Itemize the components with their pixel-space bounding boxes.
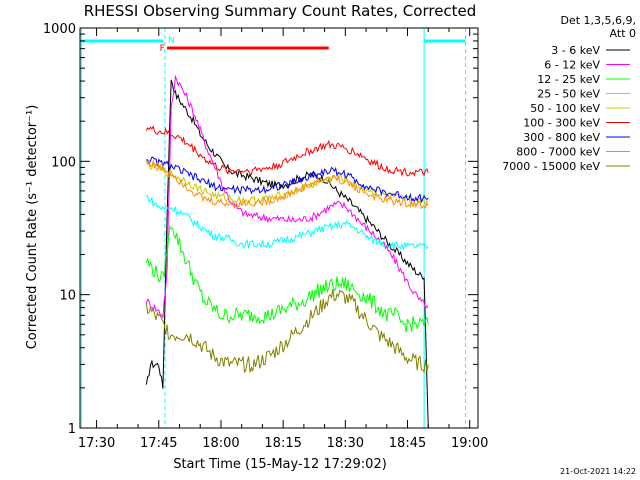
legend-label-0: 3 - 6 keV: [551, 44, 600, 57]
y-tick-label-3: 1000: [43, 22, 76, 37]
x-tick-label-6: 19:00: [451, 436, 488, 451]
series-line-1: [145, 74, 429, 319]
x-tick-label-1: 17:45: [140, 436, 177, 451]
series-line-6: [146, 156, 429, 204]
legend-label-8: 7000 - 15000 keV: [502, 160, 600, 173]
legend-label-2: 12 - 25 keV: [537, 73, 600, 86]
x-tick-label-4: 18:30: [327, 436, 364, 451]
series-line-5: [145, 125, 429, 177]
x-tick-label-3: 18:15: [264, 436, 301, 451]
flag-label-n: N: [168, 36, 175, 46]
x-tick-label-2: 18:00: [202, 436, 239, 451]
x-axis-label: Start Time (15-May-12 17:29:02): [173, 457, 387, 472]
series-group: [145, 74, 429, 429]
legend-label-6: 300 - 800 keV: [523, 131, 600, 144]
plot-area: [80, 28, 478, 428]
legend-label-5: 100 - 300 keV: [523, 117, 600, 130]
chart-title: RHESSI Observing Summary Count Rates, Co…: [84, 2, 477, 20]
legend-label-1: 6 - 12 keV: [544, 59, 600, 72]
x-tick-label-0: 17:30: [78, 436, 115, 451]
legend-label-7: 800 - 7000 keV: [516, 146, 600, 159]
axes: 1 10 100 1000 17:30 17:45 18:00 18:15 18:30 18:45…: [43, 22, 489, 451]
series-line-3: [146, 194, 429, 251]
x-tick-label-5: 18:45: [389, 436, 426, 451]
y-tick-label-2: 100: [51, 155, 76, 170]
legend-header-0: Det 1,3,5,6,9,: [560, 14, 636, 27]
y-tick-label-1: 10: [59, 289, 76, 304]
footer-date: 21-Oct-2021 14:22: [560, 467, 636, 476]
series-line-8: [145, 289, 429, 374]
y-axis-label: Corrected Count Rate (s⁻¹ detector⁻¹): [25, 105, 40, 350]
plot-frame: [79, 27, 479, 429]
series-line-7: [145, 159, 429, 210]
legend-label-3: 25 - 50 keV: [537, 88, 600, 101]
vertical-markers: [80, 28, 467, 428]
legend: Det 1,3,5,6,9,Att 0 3 - 6 keV 6 - 12 keV12…: [502, 14, 636, 173]
plot-background: [80, 28, 478, 428]
y-tick-label-0: 1: [68, 422, 76, 437]
flag-label-f: F: [160, 44, 165, 54]
series-line-0: [145, 79, 429, 429]
legend-label-4: 50 - 100 keV: [530, 102, 600, 115]
series-line-2: [145, 225, 429, 333]
flag-bars: FN: [80, 36, 466, 54]
legend-header-1: Att 0: [610, 27, 636, 40]
